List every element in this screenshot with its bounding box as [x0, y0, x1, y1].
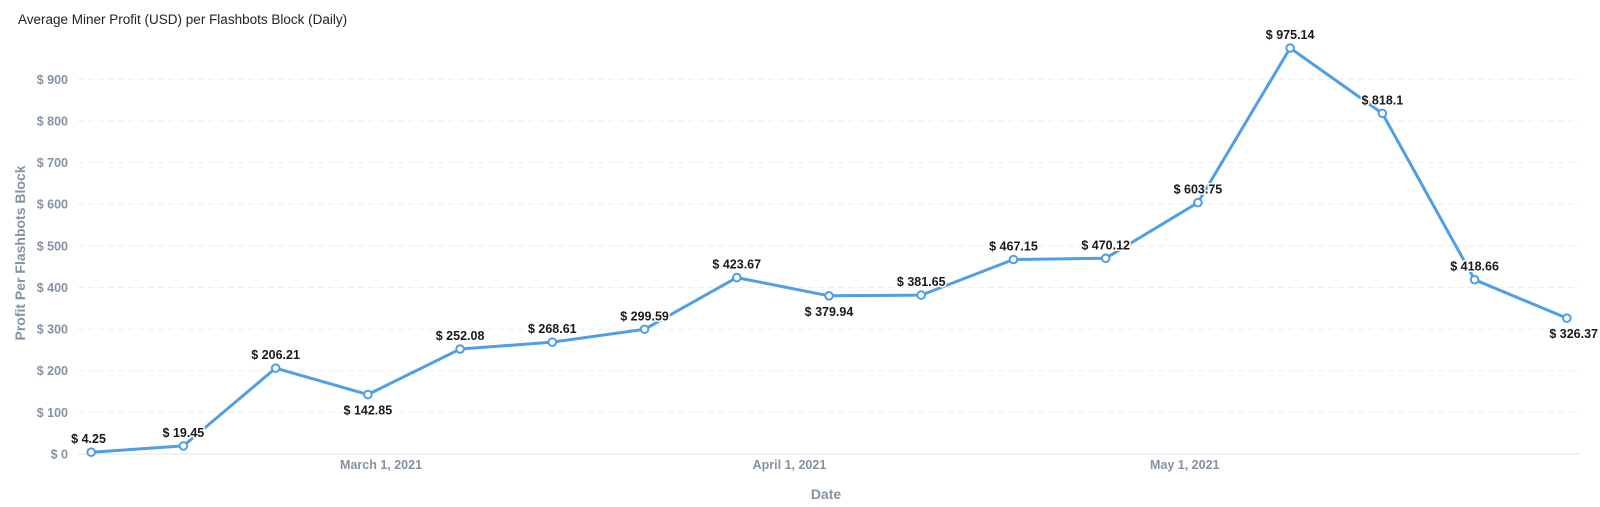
x-tick-label: May 1, 2021: [1150, 458, 1220, 472]
data-labels: $ 4.25 $ 19.45 $ 206.21 $ 142.85 $ 252.08 $ 2…: [70, 27, 1600, 448]
data-point[interactable]: [916, 290, 927, 300]
x-tick-label: April 1, 2021: [753, 458, 827, 472]
data-label: $ 470.12: [1081, 238, 1130, 252]
data-label: $ 381.65: [897, 275, 946, 289]
chart-title: Average Miner Profit (USD) per Flashbots…: [18, 12, 348, 27]
data-label: $ 818.1: [1362, 93, 1404, 107]
y-tick-label: $ 600: [37, 198, 68, 212]
data-point[interactable]: [1469, 274, 1480, 285]
data-point[interactable]: [1008, 254, 1019, 265]
series-points: [86, 43, 1572, 458]
data-label: $ 326.37: [1549, 327, 1598, 341]
data-point[interactable]: [1193, 197, 1203, 208]
data-label: $ 268.61: [528, 322, 577, 336]
data-point[interactable]: [731, 272, 742, 283]
data-label: $ 4.25: [71, 432, 106, 446]
data-point[interactable]: [86, 447, 96, 458]
data-label: $ 19.45: [163, 426, 205, 440]
data-label: $ 423.67: [712, 258, 761, 272]
data-point[interactable]: [270, 363, 281, 373]
data-point[interactable]: [1285, 43, 1295, 53]
y-axis-title: Profit Per Flashbots Block: [12, 165, 28, 340]
x-axis-title: Date: [811, 486, 842, 502]
data-point[interactable]: [639, 324, 650, 335]
data-label: $ 467.15: [989, 240, 1038, 254]
data-label: $ 252.08: [436, 329, 485, 343]
data-label: $ 142.85: [344, 404, 393, 418]
data-point[interactable]: [824, 291, 834, 301]
y-tick-label: $ 500: [37, 239, 68, 253]
data-point[interactable]: [178, 441, 189, 451]
y-tick-label: $ 300: [37, 323, 68, 337]
y-tick-label: $ 200: [37, 364, 68, 378]
series-line: [89, 46, 1569, 454]
data-point[interactable]: [363, 389, 373, 400]
data-label: $ 603.75: [1174, 183, 1223, 197]
y-tick-label: $ 0: [51, 448, 68, 462]
y-tick-label: $ 400: [37, 281, 68, 295]
gridlines: [78, 78, 1580, 413]
x-axis-ticks: March 1, 2021 April 1, 2021 May 1, 2021: [340, 458, 1219, 472]
y-tick-label: $ 700: [37, 156, 68, 170]
data-point[interactable]: [455, 344, 465, 354]
y-tick-label: $ 800: [37, 114, 68, 128]
data-point[interactable]: [547, 337, 558, 347]
data-point[interactable]: [1377, 108, 1388, 119]
y-tick-label: $ 900: [37, 73, 68, 87]
series-line-layer: [89, 46, 1569, 454]
data-label: $ 299.59: [620, 309, 669, 323]
y-tick-label: $ 100: [37, 406, 68, 420]
data-label: $ 206.21: [251, 348, 300, 362]
data-label: $ 379.94: [805, 305, 854, 319]
data-point[interactable]: [1100, 253, 1111, 264]
data-label: $ 418.66: [1450, 260, 1499, 274]
y-axis-ticks: $ 0 $ 100 $ 200 $ 300 $ 400 $ 500 $ 600 $ 700 $ …: [37, 73, 68, 462]
data-label: $ 975.14: [1266, 28, 1315, 42]
data-point[interactable]: [1562, 313, 1572, 323]
x-tick-label: March 1, 2021: [340, 458, 422, 472]
